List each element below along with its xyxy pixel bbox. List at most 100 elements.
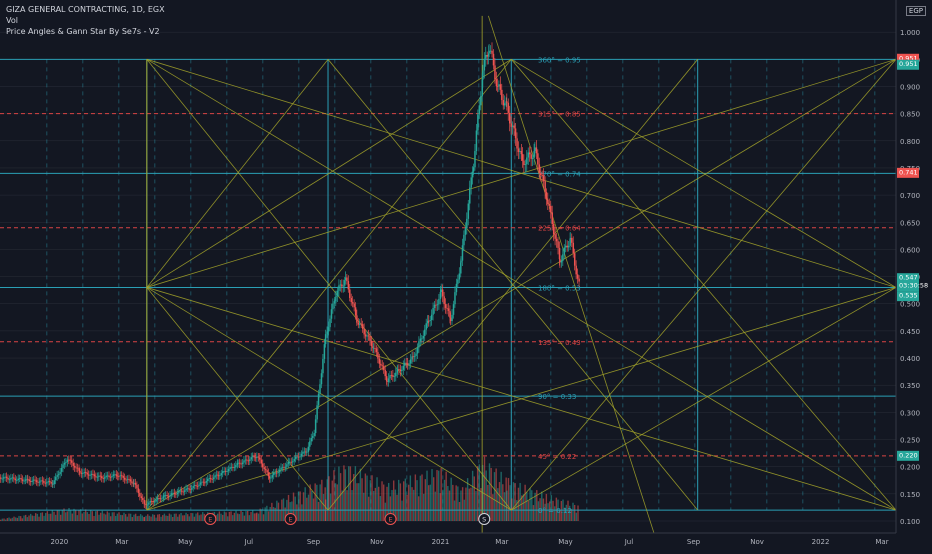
candle-body [21, 479, 24, 481]
candle-body [419, 338, 422, 342]
candle-body [554, 234, 556, 239]
candle-body [134, 482, 137, 485]
event-marker-label: S [482, 516, 486, 524]
y-tick-label: 0.650 [900, 219, 920, 227]
candle-body [475, 130, 478, 152]
candle-body [43, 481, 45, 483]
candle-body [98, 475, 100, 477]
event-marker [384, 513, 397, 525]
volume-bar [382, 484, 385, 521]
symbol-title[interactable]: GIZA GENERAL CONTRACTING, 1D, EGX [6, 5, 165, 14]
volume-bar [287, 494, 290, 521]
volume-bar [374, 487, 377, 521]
candle-body [332, 303, 334, 310]
candle-body [227, 469, 230, 472]
volume-bar [461, 487, 464, 521]
candle-body [80, 472, 83, 474]
candle-body [16, 480, 18, 481]
candle-body [565, 245, 567, 248]
volume-bar [124, 514, 127, 521]
volume-bar [326, 479, 328, 521]
volume-bar [299, 491, 301, 521]
candle-body [454, 292, 456, 305]
volume-bar [572, 502, 574, 521]
volume-bar [373, 490, 375, 521]
candle-body [449, 317, 452, 322]
candle-body [11, 477, 14, 479]
volume-bar [465, 487, 467, 521]
volume-bar [155, 517, 157, 521]
gann-level-label: 270° = 0.74 [538, 170, 581, 178]
candle-body [24, 479, 27, 481]
volume-bar [126, 516, 129, 521]
candle-body [573, 253, 576, 266]
volume-bar [172, 517, 174, 521]
candle-body [435, 304, 437, 306]
candle-body [510, 123, 512, 127]
volume-bar [256, 512, 258, 521]
candle-body [344, 280, 346, 286]
volume-bar [129, 513, 132, 521]
volume-bar [63, 508, 65, 521]
volume-bar [8, 517, 10, 521]
candle-body [444, 304, 447, 308]
volume-bar [517, 487, 520, 521]
volume-bar [153, 514, 156, 521]
candle-body [514, 128, 517, 139]
volume-bar [279, 509, 281, 521]
candle-body [284, 466, 287, 468]
x-tick-label: Jul [244, 538, 254, 546]
volume-bar [89, 510, 92, 521]
volume-bar [158, 514, 161, 521]
volume-bar [198, 515, 201, 521]
candle-body [361, 324, 364, 329]
candle-body [273, 472, 275, 476]
candle-body [241, 462, 244, 465]
candle-body [87, 474, 90, 476]
volume-bar [468, 488, 470, 521]
volume-bar [434, 491, 437, 521]
volume-label[interactable]: Vol [6, 16, 18, 25]
candle-body [576, 274, 579, 279]
price-badge-label: 0.741 [899, 168, 918, 176]
volume-bar [411, 487, 413, 521]
volume-bar [560, 500, 563, 521]
volume-bar [552, 500, 554, 521]
candle-body [224, 470, 227, 472]
candle-body [226, 471, 228, 473]
candle-body [392, 375, 394, 377]
candle-body [521, 154, 524, 161]
candle-body [432, 307, 434, 315]
volume-bar [432, 477, 435, 521]
volume-bar [103, 513, 105, 521]
candle-body [494, 65, 496, 80]
volume-bar [141, 515, 144, 521]
volume-bar [162, 515, 164, 521]
candle-body [50, 481, 52, 484]
volume-bar [527, 500, 530, 521]
price-badge-label: 0.220 [899, 451, 918, 459]
indicator-label[interactable]: Price Angles & Gann Star By Se7s - V2 [6, 27, 160, 36]
gann-level-label: 90° = 0.33 [538, 393, 576, 401]
candle-body [411, 356, 413, 360]
x-tick-label: Sep [307, 538, 321, 546]
volume-bar [180, 513, 182, 521]
candle-body [232, 466, 234, 468]
volume-bar [14, 517, 17, 521]
volume-bar [381, 481, 383, 521]
volume-bar [488, 463, 491, 521]
currency-badge[interactable]: EGP [905, 6, 926, 16]
candle-body [84, 472, 87, 473]
volume-bar [391, 490, 393, 521]
candle-body [460, 260, 462, 263]
x-tick-label: Nov [370, 538, 384, 546]
x-tick-label: 2021 [432, 538, 450, 546]
volume-bar [218, 511, 221, 521]
candle-body [106, 475, 109, 477]
volume-bar [348, 466, 350, 521]
volume-bar [396, 494, 398, 521]
candle-body [75, 467, 77, 469]
candle-body [149, 501, 152, 503]
